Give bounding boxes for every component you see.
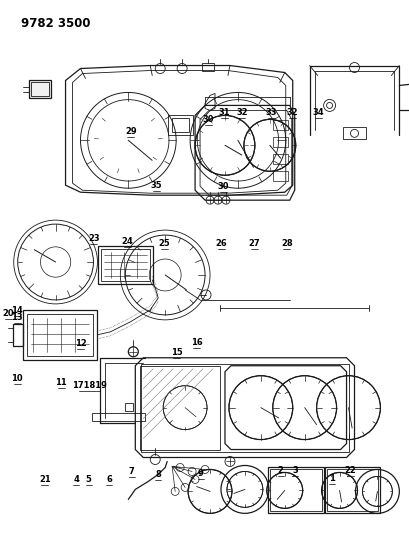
Text: 21: 21 (39, 475, 51, 484)
Text: 11: 11 (55, 378, 67, 386)
Text: 9782 3500: 9782 3500 (21, 17, 90, 30)
Text: 8: 8 (155, 470, 161, 479)
Bar (168, 116, 193, 135)
Text: 15: 15 (170, 348, 182, 357)
Bar (27, 314, 93, 356)
Text: 1: 1 (328, 474, 334, 483)
Bar (272, 138, 287, 147)
Bar (269, 470, 321, 511)
Bar (272, 120, 287, 131)
Text: 24: 24 (121, 237, 133, 246)
Bar (324, 467, 380, 513)
Text: 30: 30 (202, 115, 213, 124)
Text: 10: 10 (11, 375, 23, 383)
Bar (92, 413, 145, 421)
Bar (267, 467, 323, 513)
Bar (140, 366, 220, 449)
Text: 12: 12 (74, 340, 86, 349)
Text: 31: 31 (218, 108, 230, 117)
Bar (98, 246, 153, 284)
Text: 25: 25 (158, 239, 170, 248)
Bar (202, 62, 213, 70)
Bar (31, 83, 49, 96)
Text: 34: 34 (312, 108, 324, 117)
Text: 5: 5 (85, 475, 91, 484)
Bar (125, 402, 133, 410)
Text: 3: 3 (291, 466, 297, 475)
Text: 22: 22 (344, 466, 355, 475)
Bar (101, 249, 150, 281)
Text: 27: 27 (248, 239, 259, 248)
Text: 32: 32 (236, 108, 247, 117)
Text: 6: 6 (106, 475, 112, 484)
Text: 20: 20 (2, 309, 14, 318)
Text: 23: 23 (88, 233, 99, 243)
Bar (272, 171, 287, 181)
Bar (13, 324, 22, 346)
Text: 16: 16 (191, 338, 202, 348)
Bar (29, 80, 50, 99)
Text: 28: 28 (280, 239, 292, 248)
Text: 29: 29 (125, 127, 136, 136)
Text: 7: 7 (128, 467, 134, 477)
Bar (272, 154, 287, 164)
Text: 26: 26 (215, 239, 227, 248)
Bar (326, 470, 378, 511)
Bar (172, 118, 189, 132)
Text: 13: 13 (11, 313, 23, 322)
Text: 171819: 171819 (72, 381, 107, 390)
Text: 33: 33 (265, 108, 276, 117)
Bar (141, 364, 348, 451)
Bar (22, 310, 97, 360)
Text: 9: 9 (198, 469, 203, 478)
Text: 30: 30 (217, 182, 229, 191)
Text: 35: 35 (150, 181, 162, 190)
Text: 14: 14 (11, 306, 23, 315)
Text: 2: 2 (277, 466, 283, 475)
Bar (342, 127, 366, 139)
Text: 4: 4 (73, 475, 79, 484)
Text: 32: 32 (286, 108, 298, 117)
